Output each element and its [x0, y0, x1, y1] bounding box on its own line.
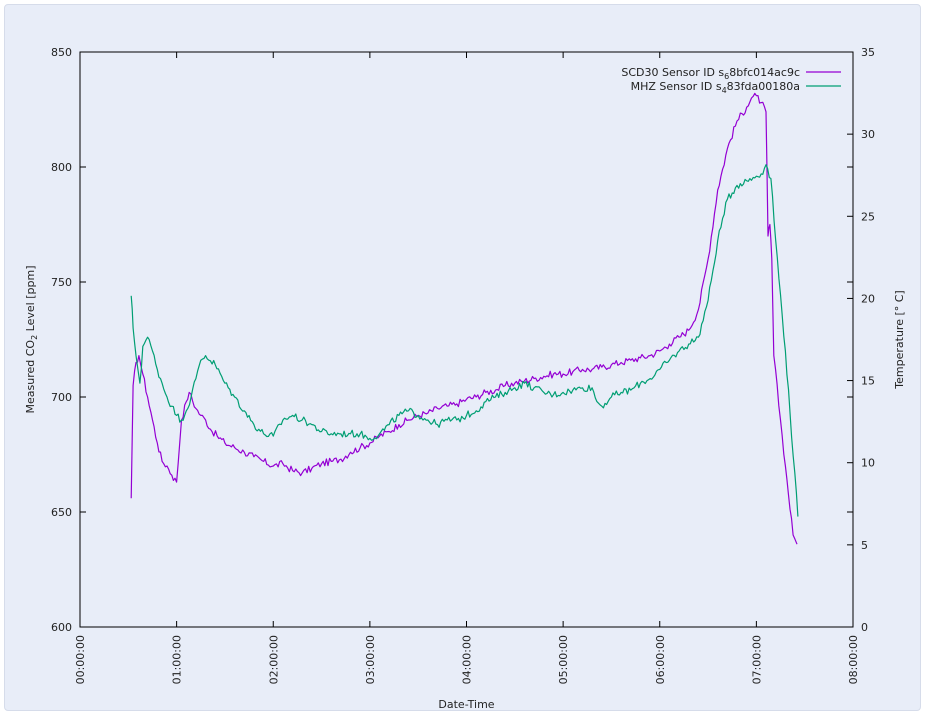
chart-panel: 600 650 700 750 800 850 0 5 10 15 20 25 30 35 00:00:00…: [4, 4, 921, 711]
y-tick-label: 600: [51, 621, 72, 634]
x-tick-label: 05:00:00: [557, 635, 570, 684]
x-tick-label: 04:00:00: [461, 635, 474, 684]
y2-tick-label: 10: [861, 457, 875, 470]
x-tick-label: 00:00:00: [74, 635, 87, 684]
y-tick-label: 700: [51, 391, 72, 404]
co2-temperature-line-chart: 600 650 700 750 800 850 0 5 10 15 20 25 30 35 00:00:00…: [24, 46, 906, 711]
y-tick-label: 750: [51, 276, 72, 289]
legend-label-1: SCD30 Sensor ID s68bfc014ac9c: [621, 66, 800, 81]
x-tick-label: 07:00:00: [750, 635, 763, 684]
x-tick-label: 03:00:00: [364, 635, 377, 684]
x-tick-label: 01:00:00: [171, 635, 184, 684]
x-axis-title: Date-Time: [438, 698, 494, 711]
y2-tick-label: 20: [861, 292, 875, 305]
x-tick-label: 06:00:00: [654, 635, 667, 684]
y2-axis-title: Temperature [° C]: [893, 290, 906, 389]
y-axis-title: Measured CO2 Level [ppm]: [24, 266, 39, 414]
y2-tick-label: 35: [861, 46, 875, 59]
axes-group: 600 650 700 750 800 850 0 5 10 15 20 25 30 35 00:00:00…: [51, 46, 875, 684]
y-tick-label: 850: [51, 46, 72, 59]
y2-tick-label: 30: [861, 128, 875, 141]
y2-tick-label: 0: [861, 621, 868, 634]
series-line-2: [130, 164, 799, 517]
y-tick-label: 650: [51, 506, 72, 519]
y2-tick-label: 25: [861, 210, 875, 223]
y-tick-label: 800: [51, 161, 72, 174]
legend-label-2: MHZ Sensor ID s483fda00180a: [631, 80, 800, 95]
x-tick-label: 08:00:00: [847, 635, 860, 684]
series-layer: [130, 92, 799, 545]
series-line-1: [130, 92, 798, 545]
y2-tick-label: 15: [861, 375, 875, 388]
plot-frame: [79, 51, 854, 628]
y2-tick-label: 5: [861, 539, 868, 552]
x-tick-label: 02:00:00: [267, 635, 280, 684]
